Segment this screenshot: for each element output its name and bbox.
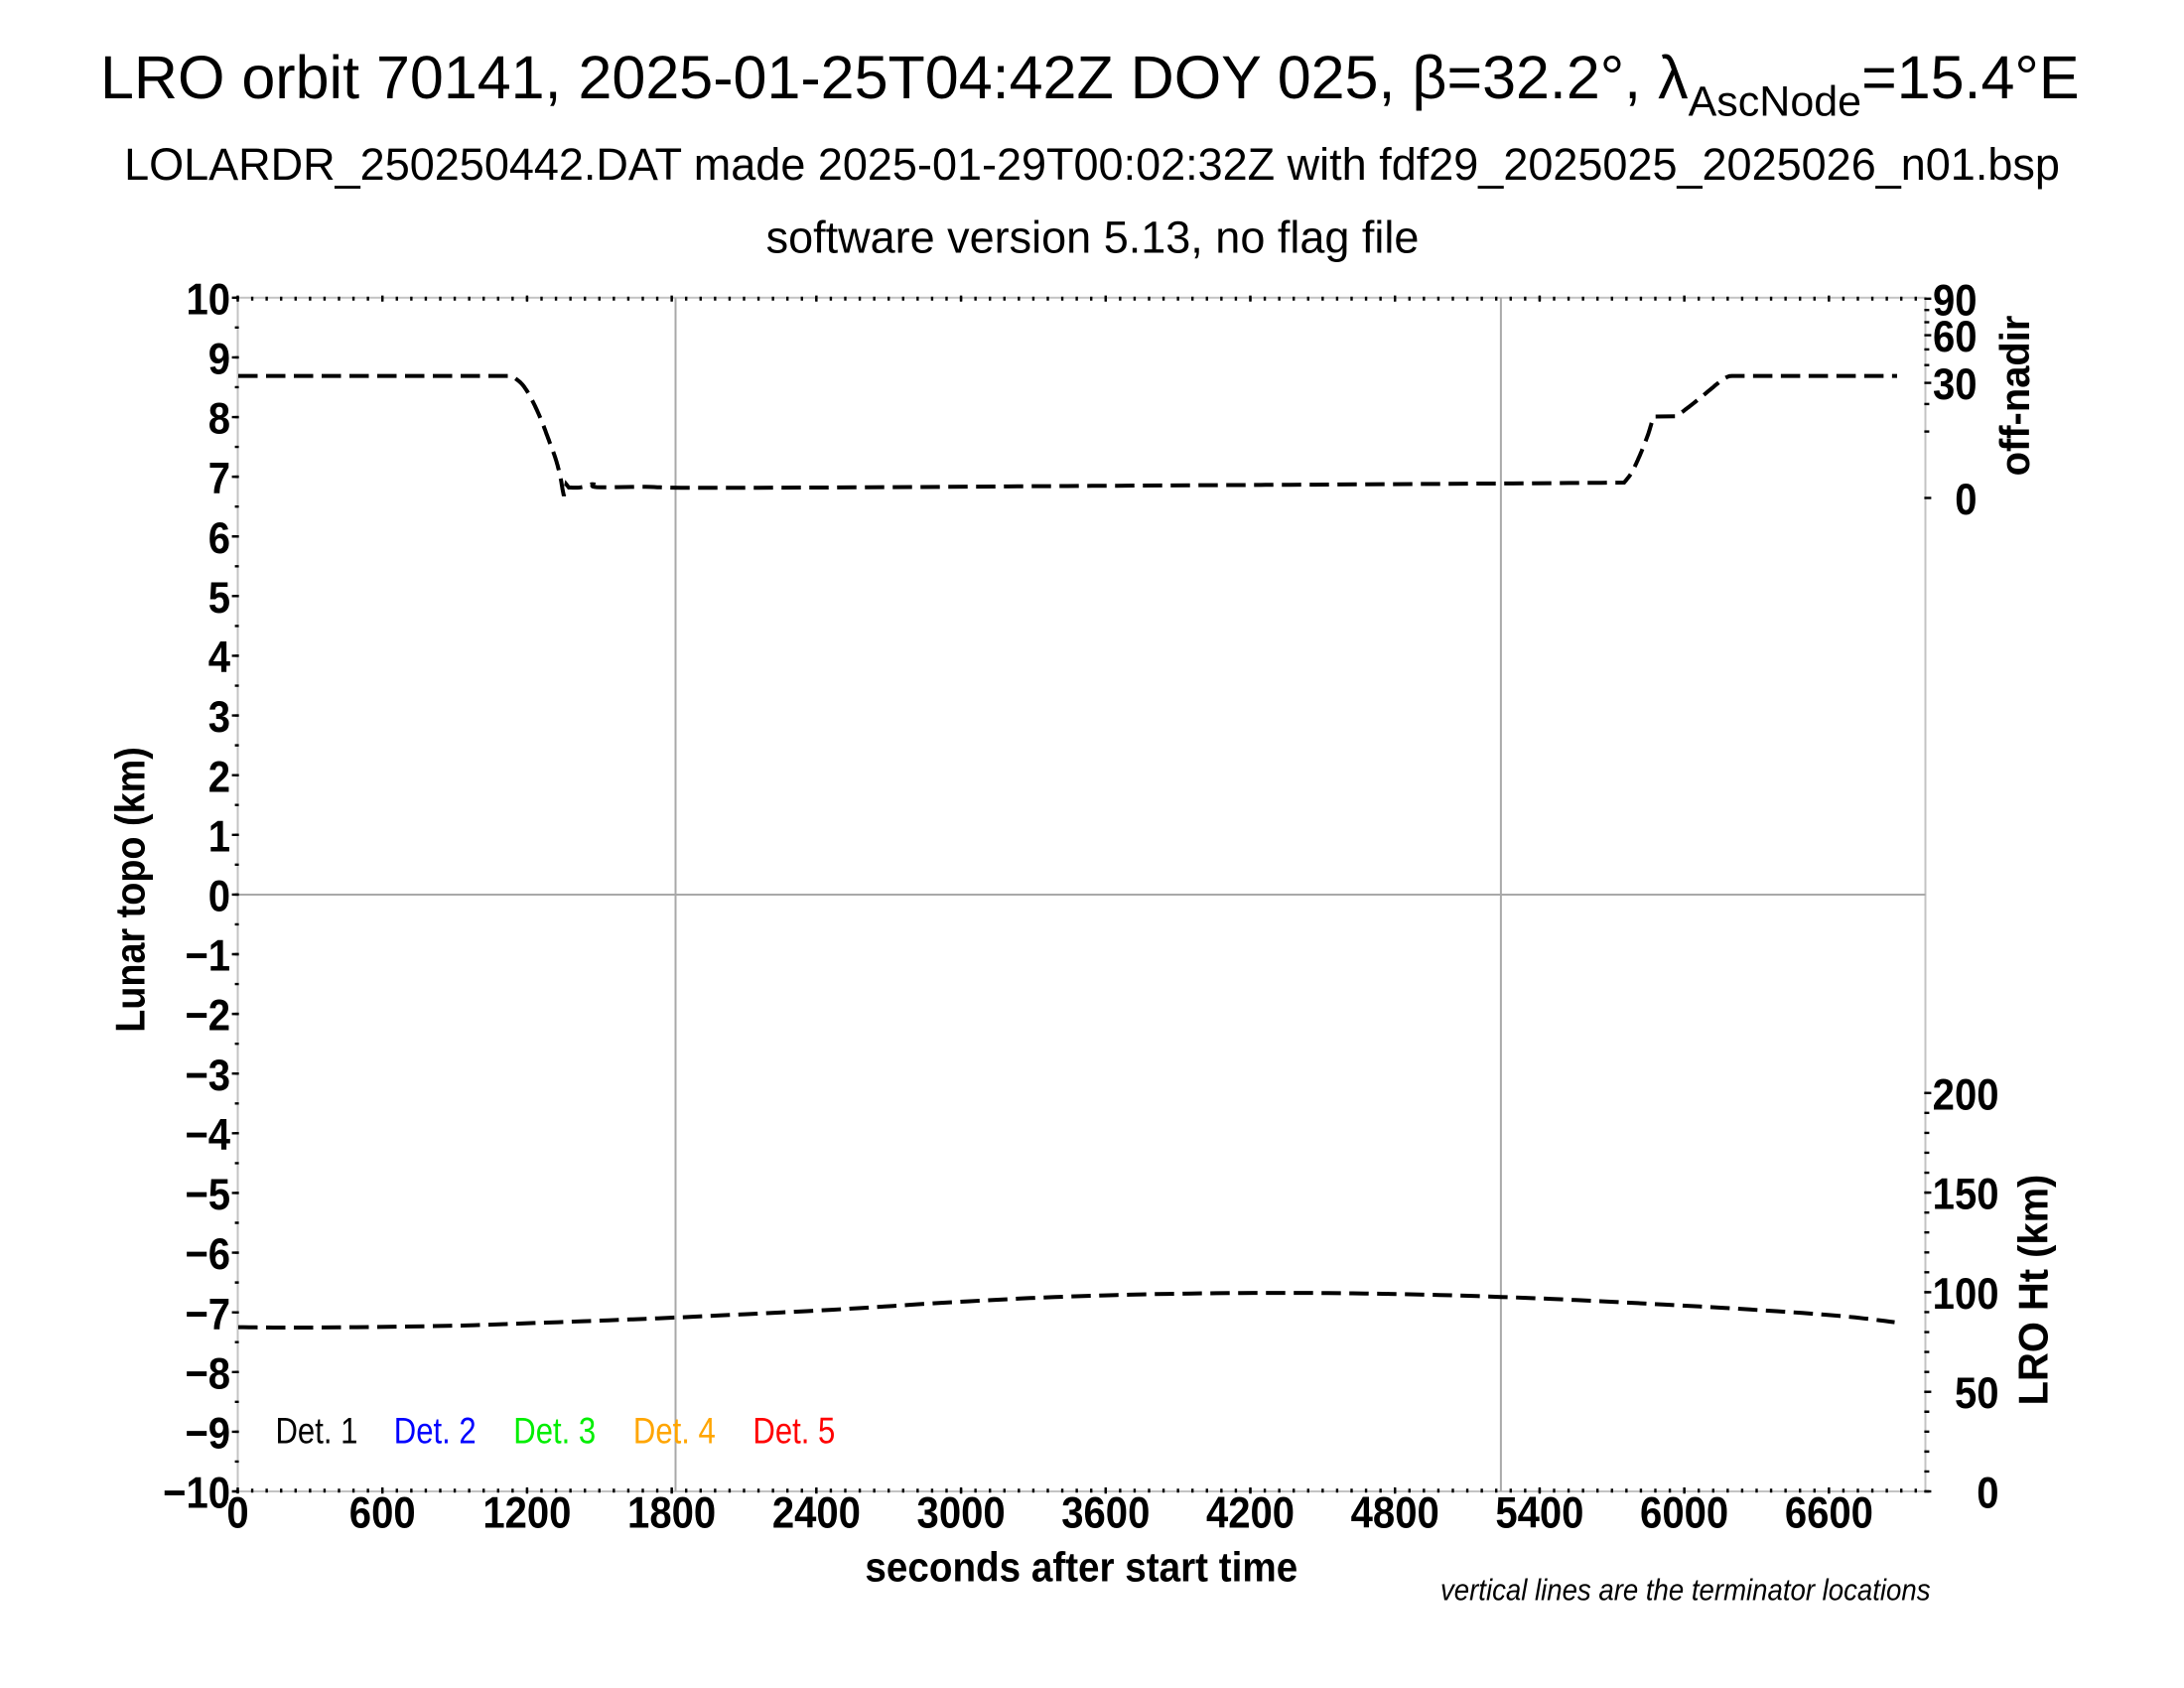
svg-text:−8: −8	[185, 1348, 230, 1397]
svg-text:−4: −4	[185, 1110, 230, 1159]
svg-text:4200: 4200	[1206, 1487, 1295, 1536]
svg-text:−9: −9	[185, 1409, 230, 1458]
svg-text:Det. 4: Det. 4	[633, 1411, 716, 1452]
svg-text:200: 200	[1933, 1069, 1999, 1118]
svg-text:4800: 4800	[1351, 1487, 1439, 1536]
svg-text:50: 50	[1955, 1368, 1999, 1417]
svg-text:0: 0	[226, 1487, 248, 1536]
svg-text:600: 600	[349, 1487, 416, 1536]
svg-text:−6: −6	[185, 1229, 230, 1278]
svg-text:Det. 3: Det. 3	[513, 1411, 596, 1452]
svg-text:3: 3	[208, 692, 230, 741]
svg-text:2400: 2400	[772, 1487, 861, 1536]
svg-text:off-nadir: off-nadir	[1991, 316, 2038, 477]
svg-text:0: 0	[208, 872, 230, 920]
svg-text:−2: −2	[185, 991, 230, 1040]
svg-text:6: 6	[208, 513, 230, 562]
svg-text:−1: −1	[185, 931, 230, 980]
svg-text:software version 5.13, no flag: software version 5.13, no flag file	[766, 212, 1420, 263]
svg-text:4: 4	[208, 633, 231, 681]
svg-text:−7: −7	[185, 1289, 230, 1337]
svg-text:90: 90	[1933, 275, 1978, 324]
svg-text:5: 5	[208, 573, 230, 622]
svg-text:100: 100	[1933, 1269, 1999, 1318]
svg-text:6600: 6600	[1785, 1487, 1873, 1536]
svg-text:Lunar topo (km): Lunar topo (km)	[108, 747, 154, 1033]
svg-text:2: 2	[208, 752, 230, 800]
svg-text:10: 10	[186, 274, 230, 323]
svg-text:1: 1	[208, 811, 230, 860]
svg-text:1800: 1800	[627, 1487, 716, 1536]
svg-text:30: 30	[1933, 359, 1978, 408]
svg-text:LOLARDR_250250442.DAT made 202: LOLARDR_250250442.DAT made 2025-01-29T00…	[124, 139, 2060, 190]
svg-text:9: 9	[208, 335, 230, 383]
svg-text:−3: −3	[185, 1051, 230, 1099]
svg-text:6000: 6000	[1640, 1487, 1728, 1536]
svg-text:vertical lines are the termina: vertical lines are the terminator locati…	[1440, 1573, 1931, 1608]
svg-text:seconds after start time: seconds after start time	[865, 1543, 1297, 1591]
svg-text:Det. 1: Det. 1	[276, 1411, 358, 1452]
svg-text:−5: −5	[185, 1170, 230, 1218]
svg-text:8: 8	[208, 394, 230, 443]
svg-text:Det. 2: Det. 2	[394, 1411, 477, 1452]
svg-text:LRO Ht (km): LRO Ht (km)	[2010, 1175, 2057, 1406]
svg-text:3000: 3000	[917, 1487, 1006, 1536]
svg-text:3600: 3600	[1061, 1487, 1150, 1536]
svg-text:Det. 5: Det. 5	[752, 1411, 835, 1452]
svg-text:5400: 5400	[1495, 1487, 1583, 1536]
svg-text:0: 0	[1955, 475, 1977, 523]
svg-text:150: 150	[1933, 1170, 1999, 1218]
svg-text:0: 0	[1977, 1469, 1998, 1517]
svg-text:−10: −10	[163, 1469, 230, 1517]
svg-text:7: 7	[208, 454, 230, 502]
svg-text:60: 60	[1933, 312, 1978, 360]
svg-text:1200: 1200	[482, 1487, 571, 1536]
